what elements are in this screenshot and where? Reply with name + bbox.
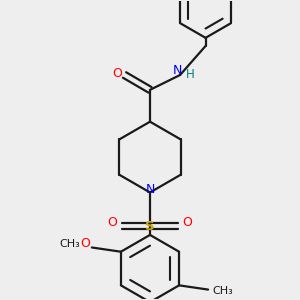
- Text: CH₃: CH₃: [60, 239, 80, 249]
- Text: N: N: [172, 64, 182, 77]
- Text: S: S: [145, 220, 155, 232]
- Text: O: O: [108, 216, 117, 229]
- Text: O: O: [112, 67, 122, 80]
- Text: CH₃: CH₃: [212, 286, 233, 296]
- Text: N: N: [145, 183, 155, 196]
- Text: O: O: [80, 237, 90, 250]
- Text: O: O: [183, 216, 192, 229]
- Text: H: H: [186, 68, 194, 81]
